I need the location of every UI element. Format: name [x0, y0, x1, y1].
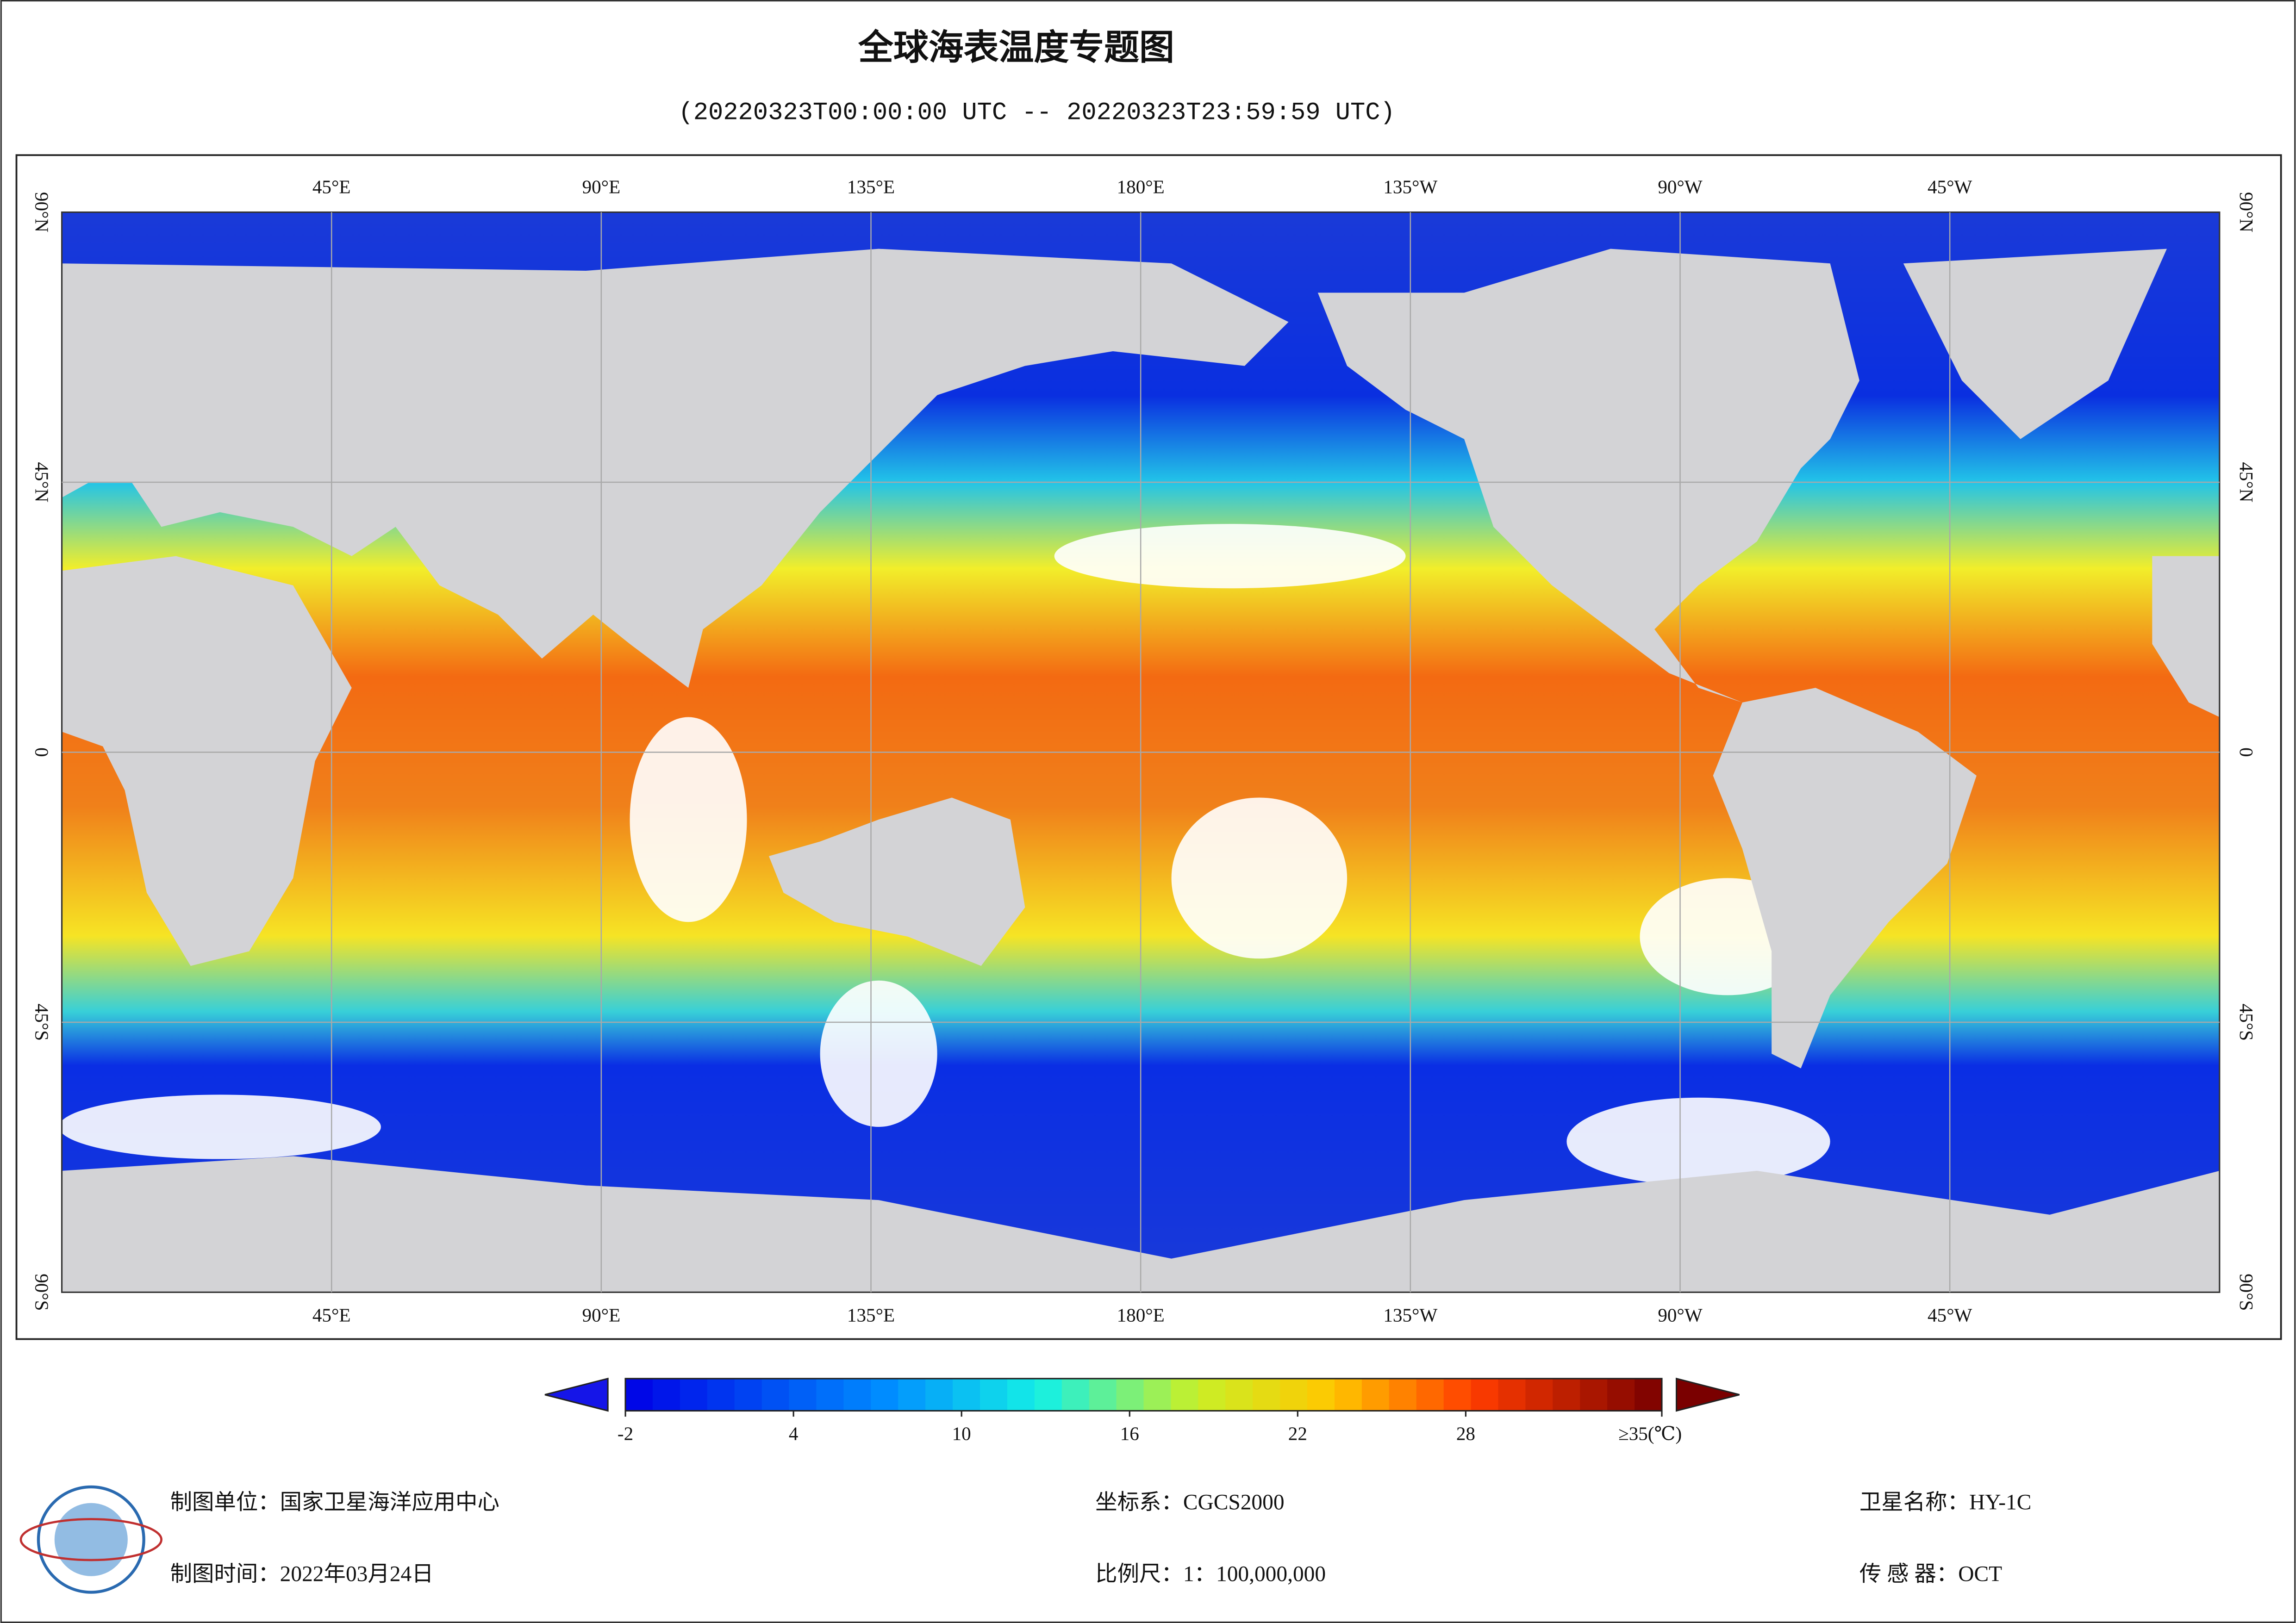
colorbar-segment — [1253, 1378, 1281, 1411]
colorbar-tick-label: 10 — [952, 1423, 971, 1444]
colorbar-segment — [816, 1378, 844, 1411]
colorbar-segment — [1171, 1378, 1199, 1411]
colorbar-segment — [1116, 1378, 1144, 1411]
lat-label-left: 45°N — [31, 462, 53, 502]
colorbar-segment — [1061, 1378, 1090, 1411]
colorbar-segment — [1334, 1378, 1362, 1411]
lat-label-right: 45°N — [2236, 462, 2257, 502]
lon-label-top: 45°E — [312, 176, 351, 197]
colorbar-segment — [652, 1378, 680, 1411]
colorbar-segment — [1280, 1378, 1308, 1411]
lat-label-left: 45°S — [31, 1004, 53, 1041]
lat-label-right: 90°S — [2236, 1274, 2257, 1311]
colorbar-segment — [1361, 1378, 1390, 1411]
map-frame — [15, 154, 2282, 1340]
footer-crs: 坐标系：CGCS2000 — [1095, 1491, 1284, 1515]
colorbar-segment — [1089, 1378, 1117, 1411]
colorbar-segment — [1498, 1378, 1526, 1411]
colorbar-segment — [1607, 1378, 1635, 1411]
colorbar-segment — [680, 1378, 708, 1411]
lon-label-top: 135°E — [847, 176, 895, 197]
lat-label-right: 45°S — [2236, 1004, 2257, 1041]
colorbar-segment — [1416, 1378, 1444, 1411]
colorbar-segment — [1471, 1378, 1499, 1411]
footer-unit: 制图单位：国家卫星海洋应用中心 — [170, 1491, 499, 1515]
colorbar-tick-label: 22 — [1288, 1423, 1307, 1444]
colorbar-segment — [1553, 1378, 1581, 1411]
colorbar-segment — [734, 1378, 762, 1411]
lat-label-right: 90°N — [2236, 192, 2257, 232]
lon-label-top: 90°E — [582, 176, 621, 197]
footer-satellite: 卫星名称：HY-1C — [1859, 1491, 2031, 1515]
colorbar-segment — [1580, 1378, 1608, 1411]
lon-label-bottom: 90°E — [582, 1305, 621, 1326]
colorbar-segment — [707, 1378, 735, 1411]
colorbar-segment — [980, 1378, 1008, 1411]
footer-date: 制图时间：2022年03月24日 — [170, 1562, 434, 1586]
subtitle: (20220323T00:00:00 UTC -- 20220323T23:59… — [679, 99, 1395, 127]
lon-label-bottom: 90°W — [1658, 1305, 1703, 1326]
footer-sensor: 传 感 器：OCT — [1859, 1562, 2002, 1586]
lat-label-left: 0 — [31, 747, 53, 757]
colorbar-frame — [624, 1378, 1663, 1412]
colorbar-segment — [871, 1378, 899, 1411]
colorbar-segment — [761, 1378, 790, 1411]
title: 全球海表温度专题图 — [858, 27, 1174, 68]
colorbar-tick-label: ≥35(℃) — [1618, 1423, 1682, 1445]
colorbar-segment — [953, 1378, 980, 1411]
colorbar-segment — [1007, 1378, 1035, 1411]
lon-label-bottom: 45°W — [1928, 1305, 1972, 1326]
lon-label-top: 45°W — [1928, 176, 1972, 197]
colorbar-tick-label: -2 — [618, 1423, 633, 1444]
lat-label-left: 90°S — [31, 1274, 53, 1311]
lat-label-right: 0 — [2236, 747, 2257, 757]
logo — [19, 1485, 162, 1594]
colorbar-segment — [1198, 1378, 1226, 1411]
lon-label-bottom: 135°W — [1383, 1305, 1437, 1326]
lon-label-top: 90°W — [1658, 176, 1703, 197]
map — [59, 211, 2221, 1293]
colorbar-segment — [1225, 1378, 1254, 1411]
colorbar-segment — [1525, 1378, 1554, 1411]
colorbar-segment — [789, 1378, 817, 1411]
colorbar-segment — [1389, 1378, 1417, 1411]
colorbar-segment — [925, 1378, 954, 1411]
lon-label-bottom: 45°E — [312, 1305, 351, 1326]
lon-label-bottom: 135°E — [847, 1305, 895, 1326]
lon-label-top: 135°W — [1383, 176, 1437, 197]
colorbar-high-arrow — [1676, 1377, 1740, 1412]
lat-label-left: 90°N — [31, 192, 53, 232]
lon-label-top: 180°E — [1117, 176, 1165, 197]
colorbar-low-arrow — [544, 1377, 609, 1412]
lon-label-bottom: 180°E — [1117, 1305, 1165, 1326]
colorbar-tick-label: 28 — [1456, 1423, 1475, 1444]
colorbar-segment — [1635, 1378, 1662, 1411]
footer-scale: 比例尺：1：100,000,000 — [1095, 1562, 1326, 1586]
colorbar-segment — [625, 1378, 653, 1411]
colorbar-segment — [898, 1378, 926, 1411]
colorbar-tick-label: 16 — [1120, 1423, 1139, 1444]
colorbar-segment — [1034, 1378, 1062, 1411]
colorbar-tick-label: 4 — [789, 1423, 799, 1444]
colorbar-segment — [1307, 1378, 1335, 1411]
colorbar-segment — [843, 1378, 872, 1411]
colorbar-segment — [1143, 1378, 1172, 1411]
colorbar-segment — [1443, 1378, 1472, 1411]
